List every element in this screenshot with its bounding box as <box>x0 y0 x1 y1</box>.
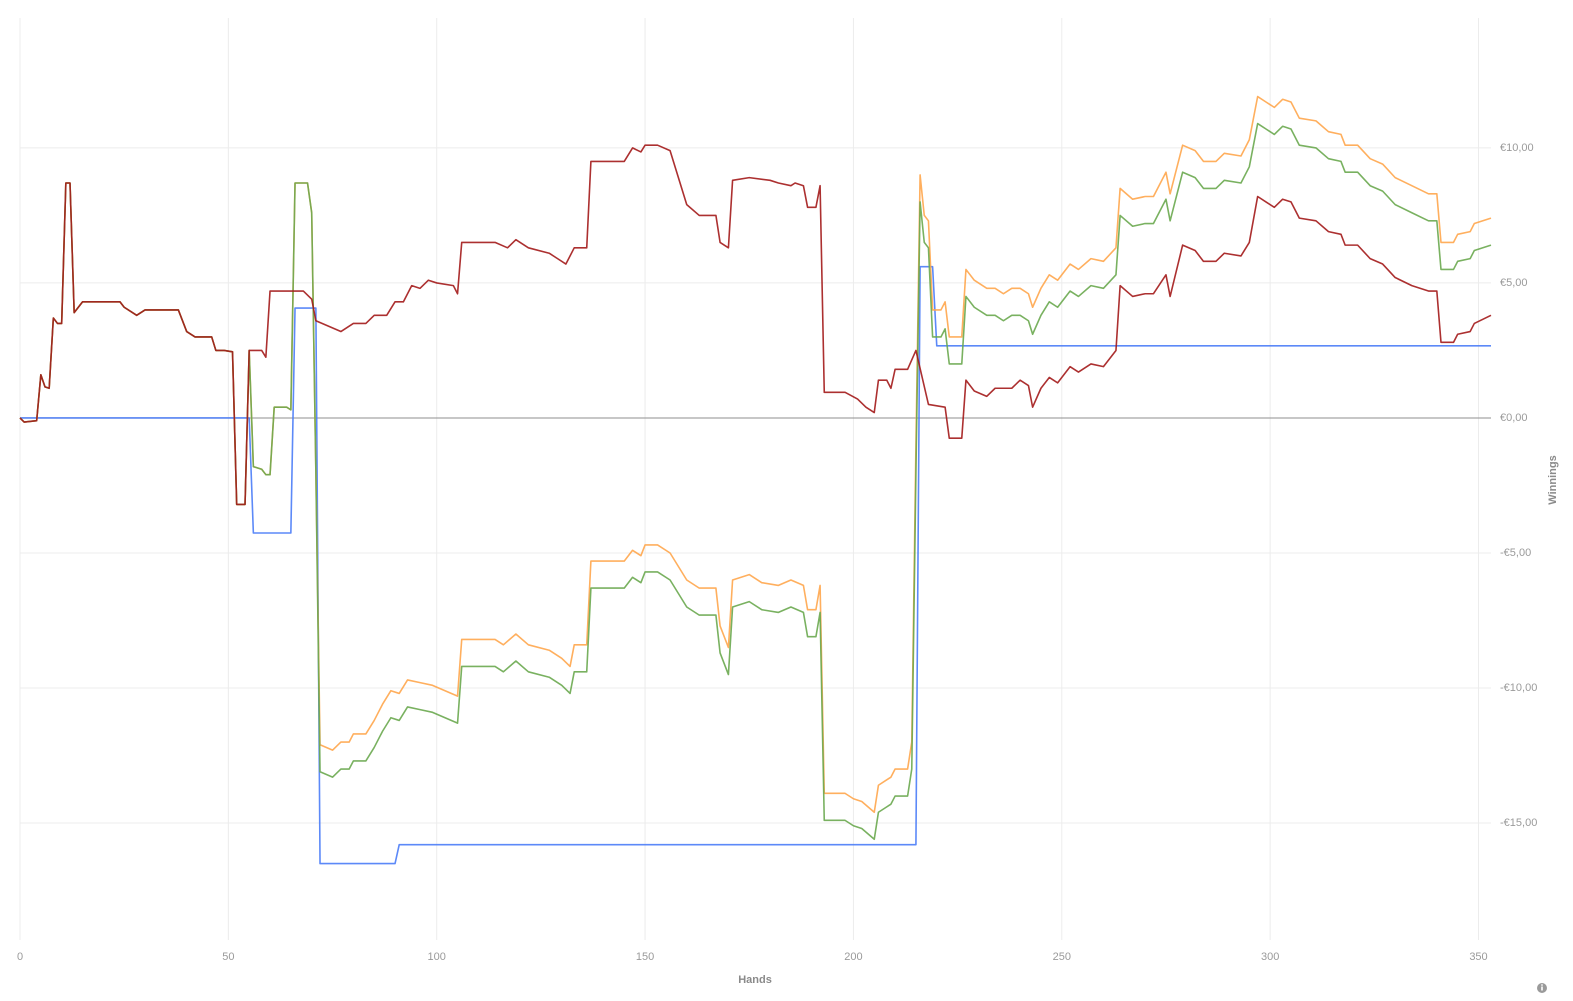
x-axis-title: Hands <box>738 974 772 986</box>
x-tick-label: 100 <box>428 951 446 963</box>
x-tick-label: 150 <box>636 951 654 963</box>
info-icon[interactable] <box>1537 983 1547 993</box>
x-tick-label: 300 <box>1261 951 1279 963</box>
plot: 0 50 100 150 200 250 300 350 -€15,00 -€10,00 -€5,0… <box>17 18 1537 963</box>
y-tick-label: €5,00 <box>1500 277 1528 289</box>
y-tick-label: -€15,00 <box>1500 817 1537 829</box>
series-line <box>19 144 1492 506</box>
x-tick-label: 50 <box>222 951 234 963</box>
y-tick-label: -€10,00 <box>1500 682 1537 694</box>
x-tick-label: 350 <box>1469 951 1487 963</box>
x-tick-label: 0 <box>17 951 23 963</box>
y-tick-label: -€5,00 <box>1500 547 1531 559</box>
y-axis-title: Winnings <box>1547 455 1559 504</box>
y-tick-label: €0,00 <box>1500 412 1528 424</box>
x-tick-label: 200 <box>844 951 862 963</box>
y-tick-label: €10,00 <box>1500 142 1534 154</box>
x-tick-label: 250 <box>1053 951 1071 963</box>
